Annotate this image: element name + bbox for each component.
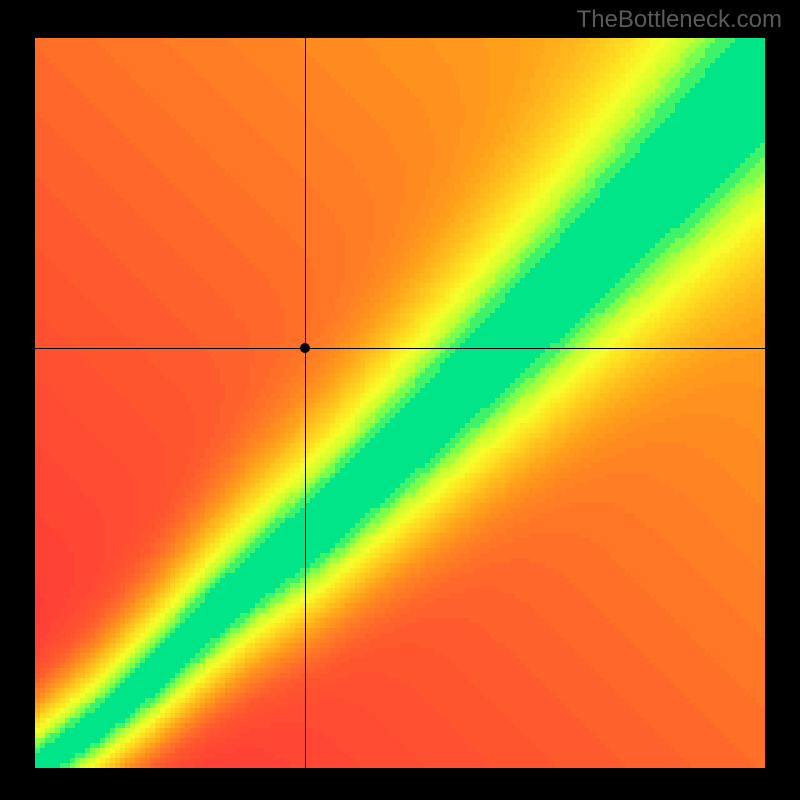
heatmap-canvas: [35, 38, 765, 768]
plot-area: [35, 38, 765, 768]
chart-container: TheBottleneck.com: [0, 0, 800, 800]
crosshair-vertical: [305, 38, 306, 768]
watermark-text: TheBottleneck.com: [577, 6, 782, 34]
crosshair-horizontal: [35, 348, 765, 349]
crosshair-marker: [300, 343, 310, 353]
